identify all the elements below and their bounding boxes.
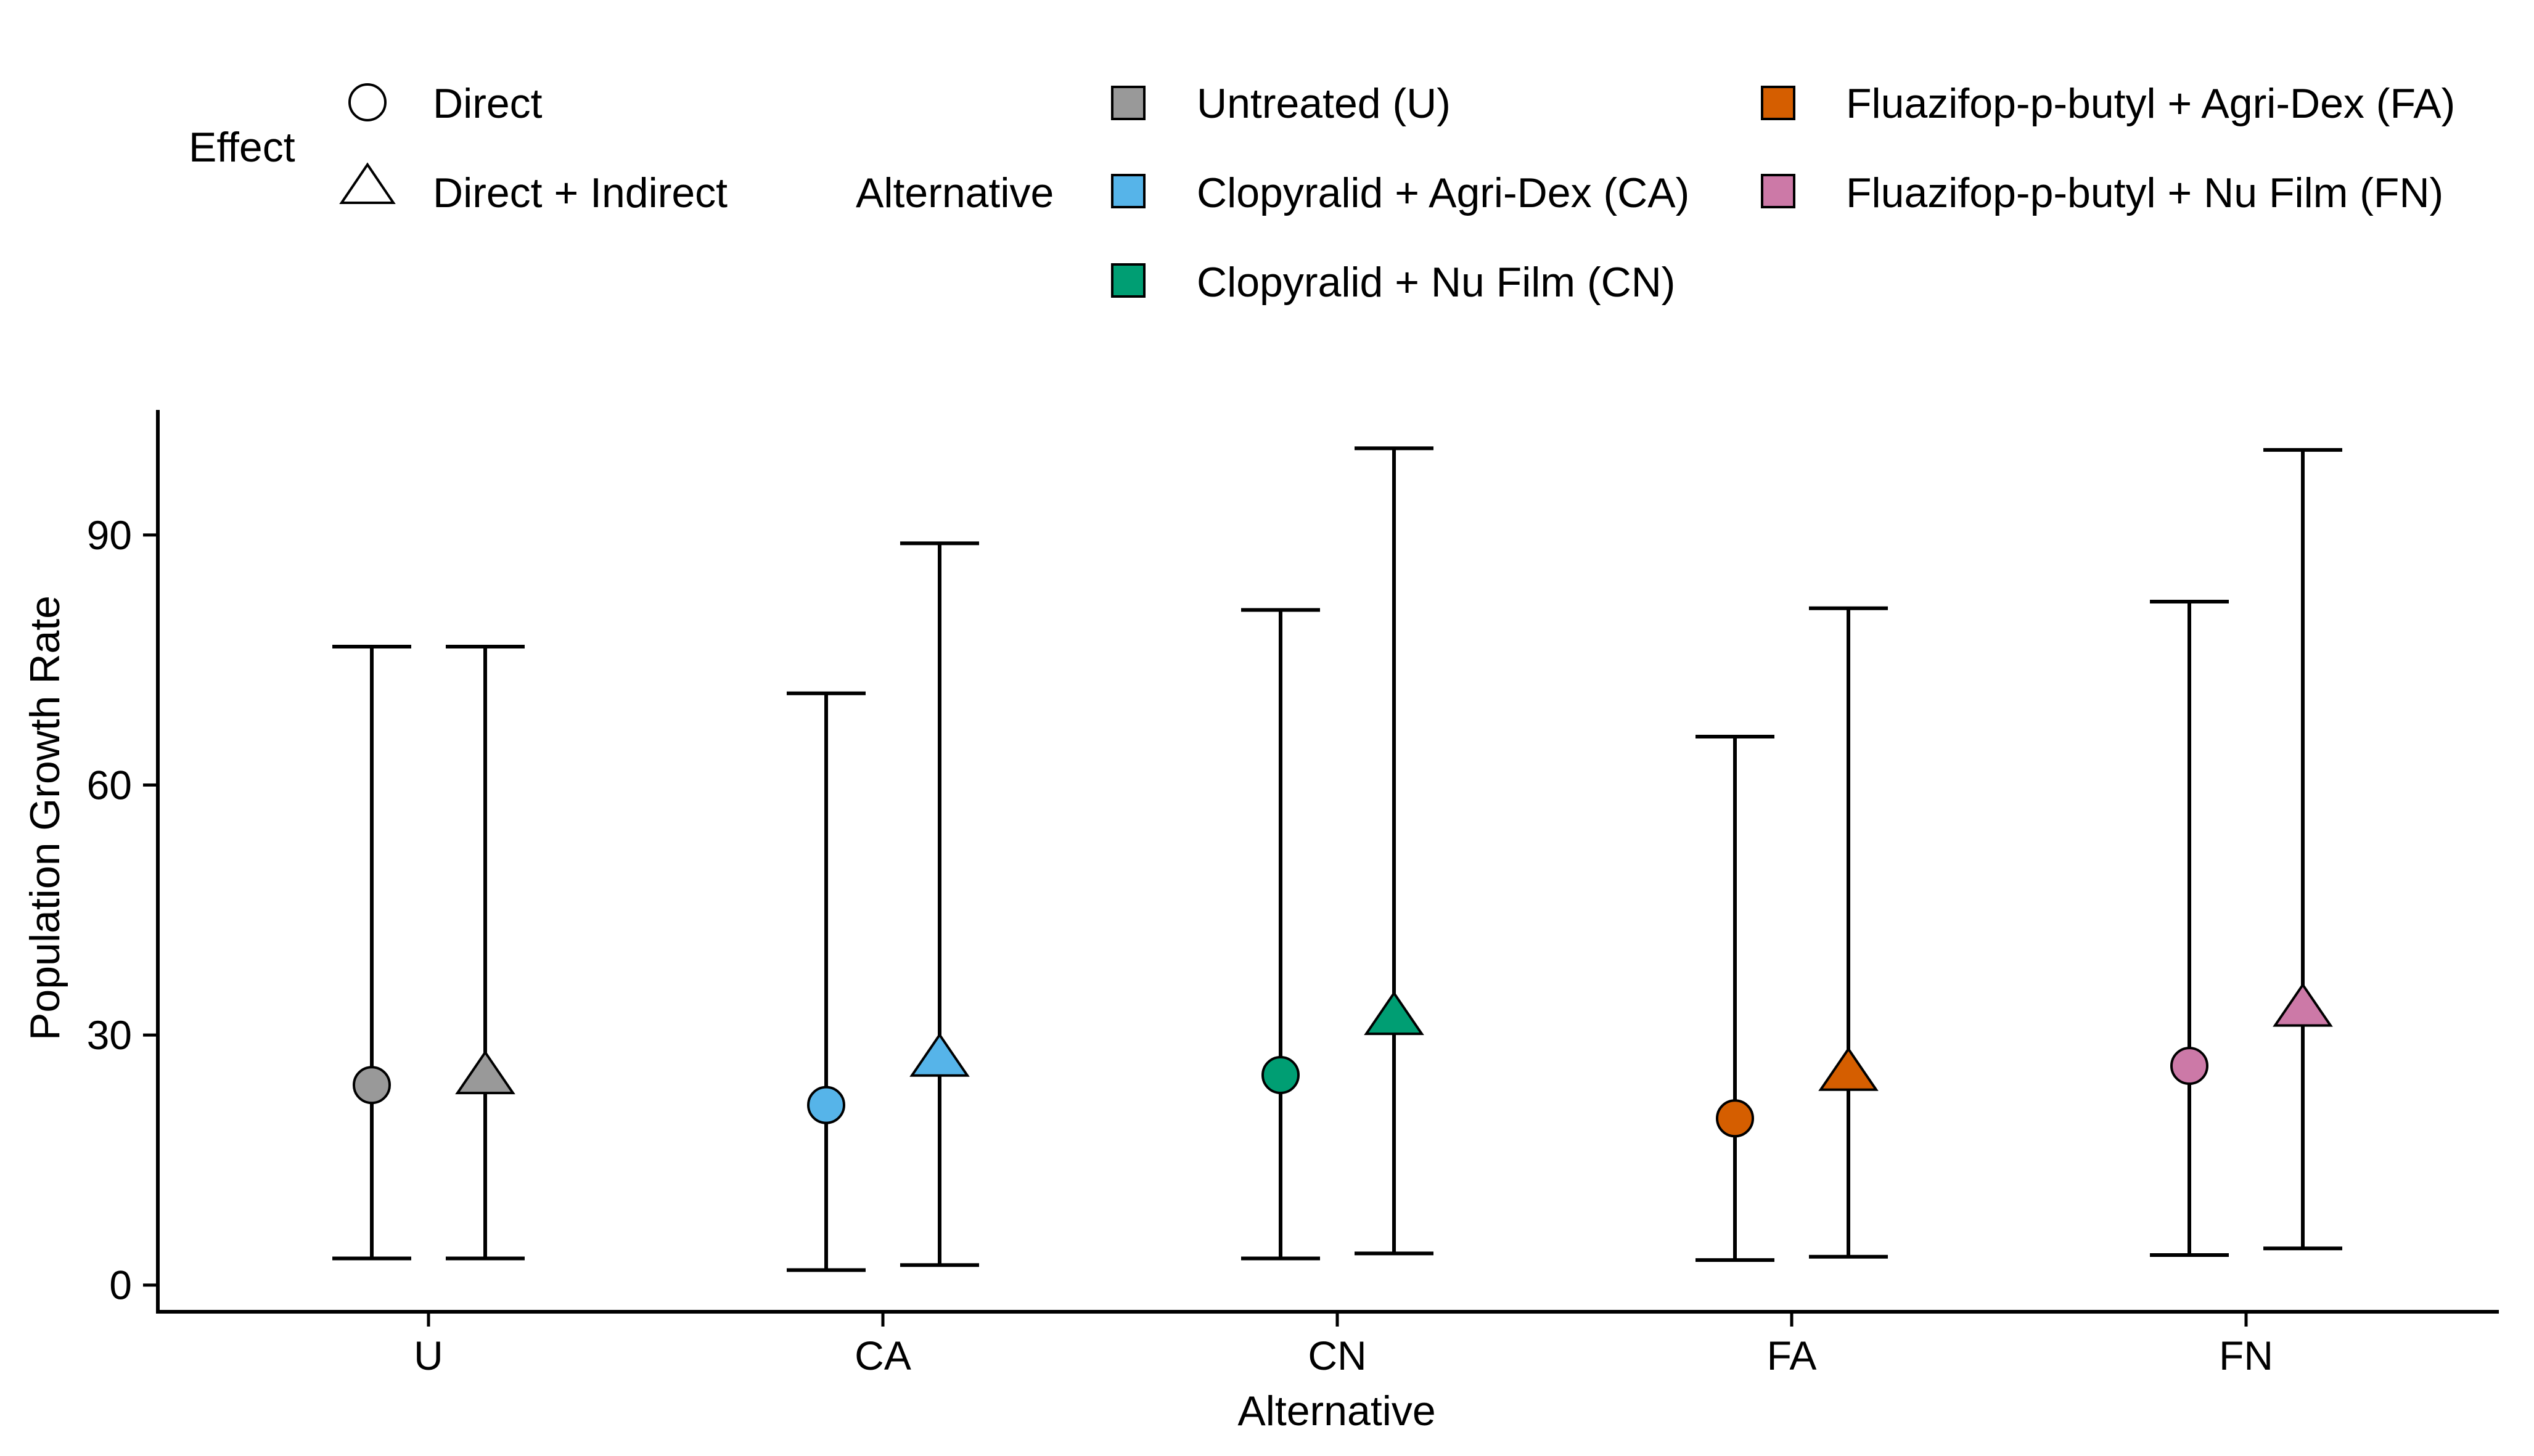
legend-swatch-fa-icon: [1761, 86, 1795, 120]
effect-legend: Effect Direct Direct + Indirect: [189, 80, 728, 216]
legend-swatch-cn-icon: [1111, 263, 1146, 298]
errorbar-fa-direct: [1695, 735, 1774, 1262]
x-axis-title: Alternative: [1237, 1388, 1435, 1434]
errorbar-fa-direct-indirect: [1809, 606, 1888, 1259]
x-ticks: U CA CN FA FN: [414, 1312, 2273, 1378]
legend-swatch-fn-icon: [1761, 174, 1795, 208]
errorbar-cn-direct-indirect: [1355, 446, 1433, 1256]
x-tick-label: CN: [1308, 1333, 1366, 1378]
alternative-legend-title: Alternative: [856, 170, 1054, 216]
x-tick-label: FN: [2219, 1333, 2273, 1378]
y-axis-title: Population Growth Rate: [22, 595, 68, 1041]
y-tick-label: 90: [87, 512, 132, 558]
alternative-legend-cn: Clopyralid + Nu Film (CN): [1197, 259, 1675, 306]
errorbar-u-direct: [332, 645, 411, 1261]
errorbar-u-direct-indirect: [446, 645, 525, 1261]
point-ca-direct-indirect: [909, 1033, 970, 1077]
point-fa-direct: [1716, 1099, 1754, 1138]
effect-legend-direct: Direct: [433, 80, 543, 127]
x-tick-label: CA: [855, 1333, 911, 1378]
plot-axes: 0 30 60 90 U CA CN FA FN Alternative Population…: [22, 410, 2499, 1434]
point-fn-direct: [2170, 1047, 2208, 1086]
point-u-direct-indirect: [455, 1050, 515, 1095]
errorbar-fn-direct: [2150, 599, 2229, 1258]
point-u-direct: [353, 1066, 391, 1105]
alternative-legend-u: Untreated (U): [1197, 80, 1451, 127]
point-cn-direct: [1261, 1055, 1300, 1094]
alternative-legend-fa: Fluazifop-p-butyl + Agri-Dex (FA): [1846, 80, 2455, 127]
y-ticks: 0 30 60 90: [87, 512, 158, 1308]
data-marks: [332, 446, 2342, 1272]
y-tick-label: 0: [109, 1262, 132, 1308]
alternative-legend-ca: Clopyralid + Agri-Dex (CA): [1197, 170, 1689, 216]
effect-legend-direct-indirect: Direct + Indirect: [433, 170, 728, 216]
y-tick-label: 30: [87, 1012, 132, 1058]
point-fn-direct-indirect: [2273, 983, 2333, 1027]
alternative-legend-fn: Fluazifop-p-butyl + Nu Film (FN): [1846, 170, 2443, 216]
legend-swatch-ca-icon: [1111, 174, 1146, 208]
x-tick-label: U: [414, 1333, 443, 1378]
errorbar-fn-direct-indirect: [2263, 448, 2342, 1251]
errorbar-ca-direct-indirect: [900, 541, 979, 1267]
legend-circle-direct-icon: [348, 83, 387, 121]
x-tick-label: FA: [1767, 1333, 1817, 1378]
effect-legend-title: Effect: [189, 124, 295, 171]
errorbar-cn-direct: [1241, 608, 1320, 1261]
y-tick-label: 60: [87, 762, 132, 808]
legend-triangle-direct-indirect-icon: [339, 162, 396, 204]
point-cn-direct-indirect: [1364, 991, 1424, 1036]
point-fa-direct-indirect: [1818, 1047, 1879, 1091]
point-ca-direct: [807, 1086, 845, 1124]
legend-swatch-u-icon: [1111, 86, 1146, 120]
errorbar-ca-direct: [787, 691, 866, 1272]
alternative-legend: Alternative Untreated (U) Clopyralid + A…: [856, 80, 2455, 306]
